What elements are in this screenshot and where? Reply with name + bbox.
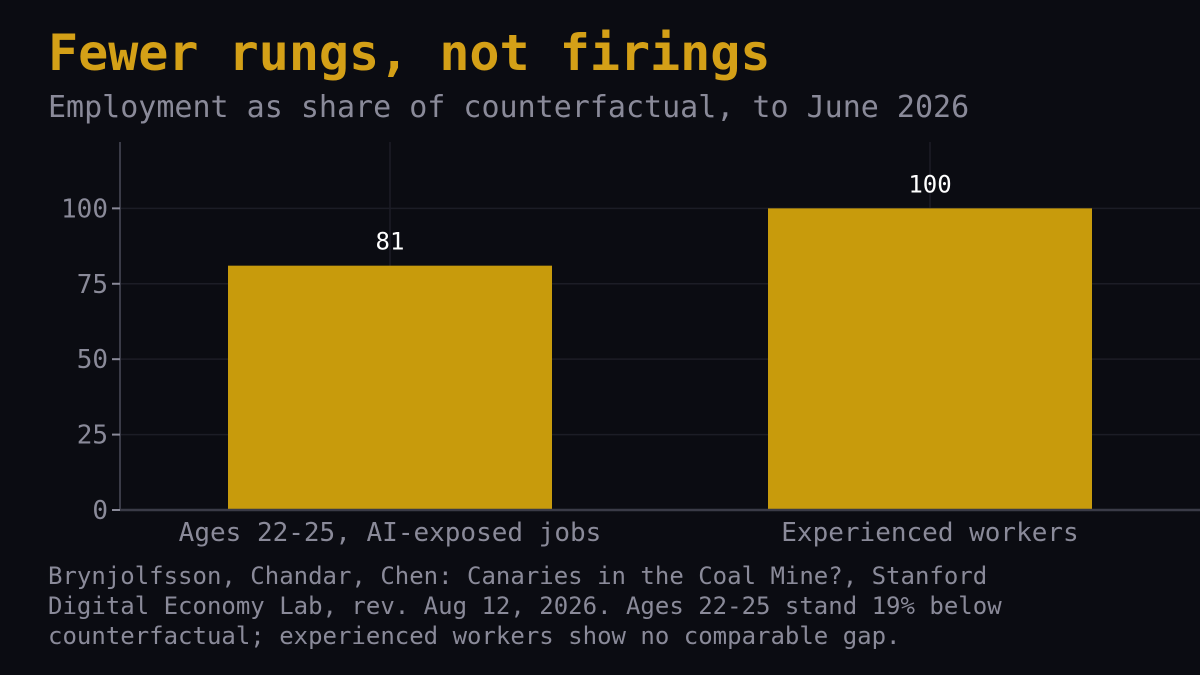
bar-value-label: 81 bbox=[376, 228, 405, 256]
chart-title: Fewer rungs, not firings bbox=[48, 24, 771, 82]
y-tick-label: 100 bbox=[61, 194, 108, 224]
bar bbox=[228, 265, 552, 510]
source-note: Brynjolfsson, Chandar, Chen: Canaries in… bbox=[48, 562, 1002, 650]
bar bbox=[768, 208, 1092, 510]
chart-subtitle: Employment as share of counterfactual, t… bbox=[48, 90, 970, 125]
y-tick-label: 75 bbox=[77, 270, 108, 300]
y-tick-label: 25 bbox=[77, 421, 108, 451]
x-category-label: Ages 22-25, AI-exposed jobs bbox=[179, 518, 602, 548]
y-tick-label: 50 bbox=[77, 345, 108, 375]
bar-value-label: 100 bbox=[908, 170, 951, 198]
y-tick-label: 0 bbox=[92, 496, 108, 526]
x-category-label: Experienced workers bbox=[781, 518, 1078, 548]
